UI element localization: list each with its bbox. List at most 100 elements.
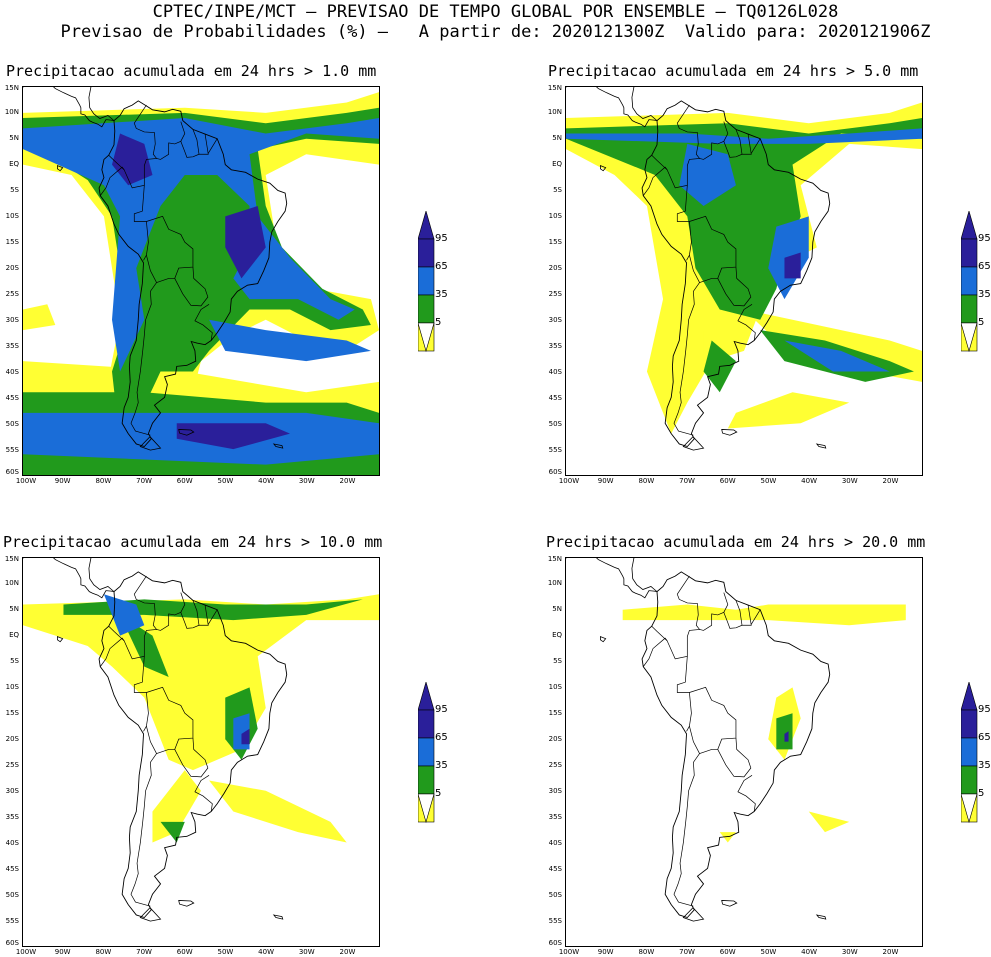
- lon-tick-label: 80W: [638, 477, 655, 485]
- lon-tick-label: 40W: [258, 477, 274, 485]
- lon-tick-label: 90W: [597, 948, 614, 956]
- lat-tick-label: 45S: [548, 865, 562, 873]
- country-border: [642, 166, 668, 196]
- lat-tick-label: 15N: [4, 555, 19, 563]
- precipitation-map: [23, 87, 379, 475]
- lat-tick-label: 35S: [5, 342, 19, 350]
- panel-title-20mm: Precipitacao acumulada em 24 hrs > 20.0 …: [546, 533, 926, 551]
- central-america-caribbean-coast: [88, 558, 115, 592]
- lat-tick-label: 50S: [5, 891, 19, 899]
- country-border: [174, 267, 209, 307]
- lon-tick-label: 30W: [841, 948, 858, 956]
- lon-tick-label: 30W: [298, 477, 315, 485]
- lat-tick-label: EQ: [552, 160, 562, 168]
- south-america-coastline: [641, 100, 831, 448]
- island-outline: [682, 436, 705, 451]
- lat-tick-label: 20S: [548, 735, 562, 743]
- island-outline: [815, 443, 827, 449]
- lat-tick-label: 35S: [5, 813, 19, 821]
- colorbar: [961, 211, 978, 353]
- lon-tick-label: 80W: [95, 477, 112, 485]
- country-border: [99, 166, 125, 196]
- lat-tick-label: 45S: [5, 865, 19, 873]
- lat-tick-label: 55S: [5, 446, 19, 454]
- lon-tick-label: 90W: [54, 477, 71, 485]
- central-america-pacific-coast: [566, 87, 658, 128]
- lat-tick-label: 25S: [5, 290, 19, 298]
- prob-65-area: [103, 594, 145, 636]
- colorbar-bottom-triangle: [418, 793, 435, 824]
- colorbar-label: 35: [978, 760, 991, 771]
- colorbar-label: 35: [435, 760, 448, 771]
- island-outline: [178, 429, 195, 436]
- lat-tick-label: 10S: [548, 212, 562, 220]
- prob-5-area: [209, 780, 347, 843]
- country-border: [717, 738, 752, 778]
- country-border: [676, 185, 692, 261]
- island-outline: [721, 429, 738, 436]
- lat-tick-label: 5S: [553, 186, 562, 194]
- lat-tick-label: 10N: [4, 579, 19, 587]
- lat-tick-label: 25S: [548, 761, 562, 769]
- colorbar: [418, 682, 435, 824]
- colorbar-bottom-triangle: [961, 793, 978, 824]
- lat-tick-label: 15S: [5, 238, 19, 246]
- lon-tick-label: 70W: [679, 948, 695, 956]
- south-america-coastline: [98, 571, 288, 919]
- country-border: [174, 738, 209, 778]
- colorbar-label: 95: [978, 704, 991, 715]
- central-america-pacific-coast: [566, 558, 658, 599]
- lat-tick-label: 30S: [548, 316, 562, 324]
- prob-35-area: [566, 118, 922, 320]
- lat-tick-label: 35S: [548, 342, 562, 350]
- colorbar-segment-65: [961, 266, 978, 296]
- lon-tick-label: 20W: [882, 948, 899, 956]
- map-panel-5mm: [565, 86, 923, 476]
- lon-tick-label: 80W: [95, 948, 112, 956]
- lat-tick-label: 10N: [547, 579, 562, 587]
- prob-95-area: [784, 731, 789, 742]
- lat-tick-label: 10S: [5, 683, 19, 691]
- country-border: [130, 753, 157, 907]
- country-border: [180, 600, 200, 629]
- lat-tick-label: 15N: [547, 84, 562, 92]
- prob-95-area: [784, 252, 801, 279]
- lat-tick-label: 60S: [548, 468, 562, 476]
- prob-65-area: [23, 118, 379, 372]
- colorbar-label: 5: [435, 788, 442, 799]
- south-america-coastline: [98, 100, 288, 448]
- lat-tick-label: 10N: [547, 108, 562, 116]
- colorbar-bottom-triangle: [418, 322, 435, 353]
- colorbar-segment-35: [418, 294, 435, 324]
- map-panel-20mm: [565, 557, 923, 947]
- lon-tick-label: 50W: [760, 477, 777, 485]
- country-border: [723, 129, 743, 158]
- country-border: [133, 185, 149, 261]
- lat-tick-label: 35S: [548, 813, 562, 821]
- country-border: [737, 303, 756, 341]
- country-border: [156, 121, 186, 160]
- island-outline: [178, 900, 195, 907]
- lat-tick-label: 15S: [548, 709, 562, 717]
- lat-tick-label: 15N: [547, 555, 562, 563]
- lat-tick-label: 10S: [5, 212, 19, 220]
- lat-tick-label: 15S: [5, 709, 19, 717]
- colorbar-segment-95: [418, 709, 435, 739]
- prob-95-area: [225, 205, 266, 279]
- panel-title-5mm: Precipitacao acumulada em 24 hrs > 5.0 m…: [548, 62, 919, 80]
- lon-tick-label: 70W: [679, 477, 695, 485]
- colorbar-top-triangle: [961, 682, 978, 711]
- country-border: [699, 121, 729, 160]
- lat-tick-label: 40S: [5, 368, 19, 376]
- country-border: [156, 592, 186, 631]
- country-border: [676, 656, 692, 732]
- lon-tick-label: 20W: [339, 948, 356, 956]
- country-border: [742, 605, 752, 626]
- country-border: [180, 129, 200, 158]
- colorbar-bottom-triangle: [961, 322, 978, 353]
- prob-5-area: [719, 832, 736, 843]
- lon-tick-label: 40W: [801, 477, 817, 485]
- colorbar-top-triangle: [418, 682, 435, 711]
- lat-tick-label: 30S: [5, 787, 19, 795]
- island-outline: [600, 636, 607, 643]
